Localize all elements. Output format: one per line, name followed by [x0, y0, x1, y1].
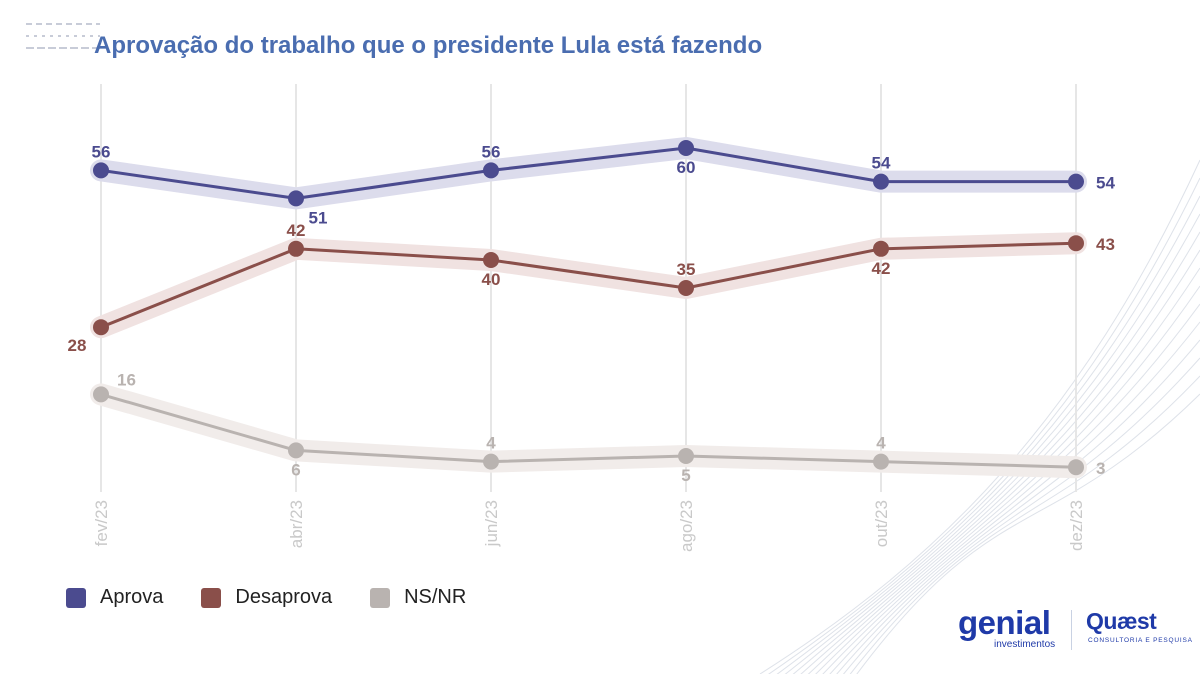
- quaest-logo-sub: CONSULTORIA E PESQUISA: [1088, 637, 1193, 644]
- legend-label-aprova: Aprova: [100, 586, 164, 608]
- x-tick-label-1: abr/23: [287, 500, 306, 548]
- x-tick-label-2: jun/23: [482, 500, 501, 547]
- point-nsnr-2: [483, 453, 499, 470]
- point-desaprova-2: [483, 252, 499, 268]
- point-nsnr-1: [288, 442, 304, 459]
- data-label-desaprova-3: 35: [677, 260, 696, 279]
- legend-label-desaprova: Desaprova: [235, 586, 333, 608]
- point-aprova-3: [678, 140, 694, 156]
- point-nsnr-5: [1068, 459, 1084, 476]
- genial-logo-name: genial: [958, 604, 1051, 641]
- legend-label-nsnr: NS/NR: [404, 586, 467, 608]
- title-decoration: [26, 23, 100, 49]
- data-label-aprova-0: 56: [92, 142, 111, 161]
- point-nsnr-3: [678, 448, 694, 464]
- data-label-nsnr-2: 4: [486, 434, 496, 453]
- data-label-aprova-4: 54: [872, 154, 891, 173]
- legend-swatch-nsnr: [370, 587, 391, 608]
- logo-divider: [1071, 610, 1072, 650]
- data-label-nsnr-3: 5: [681, 466, 690, 485]
- data-label-desaprova-4: 42: [872, 259, 891, 278]
- data-label-aprova-3: 60: [677, 158, 696, 177]
- data-label-desaprova-1: 42: [287, 221, 306, 240]
- point-desaprova-1: [288, 240, 304, 257]
- legend-swatch-desaprova: [201, 587, 222, 608]
- legend-swatch-aprova: [66, 587, 86, 608]
- data-label-desaprova-0: 28: [68, 336, 87, 355]
- data-label-nsnr-4: 4: [876, 434, 886, 453]
- data-label-desaprova-2: 40: [482, 270, 501, 289]
- series-line-nsnr: [100, 392, 1077, 469]
- data-label-aprova-2: 56: [482, 142, 501, 161]
- point-aprova-0: [93, 162, 109, 179]
- genial-logo: genial investimentos: [958, 604, 1063, 656]
- point-aprova-5: [1068, 173, 1084, 190]
- chart-title: Aprovação do trabalho que o presidente L…: [94, 32, 763, 59]
- series-band-desaprova: [90, 232, 1087, 339]
- data-label-nsnr-0: 16: [117, 370, 136, 389]
- x-tick-label-0: fev/23: [92, 500, 111, 546]
- legend: Aprova Desaprova NS/NR: [66, 586, 504, 609]
- series-line-desaprova: [100, 241, 1077, 329]
- data-label-nsnr-5: 3: [1096, 459, 1105, 478]
- quaest-logo: Quæst CONSULTORIA E PESQUISA: [1082, 604, 1192, 656]
- legend-item-desaprova: Desaprova: [201, 586, 332, 609]
- data-label-aprova-5: 54: [1096, 174, 1115, 193]
- point-desaprova-5: [1068, 235, 1084, 252]
- point-aprova-1: [288, 190, 304, 207]
- x-tick-label-4: out/23: [872, 500, 891, 547]
- series-band-nsnr: [90, 383, 1087, 479]
- point-nsnr-0: [93, 386, 109, 403]
- series-line-aprova: [100, 146, 1076, 200]
- data-label-desaprova-5: 43: [1096, 235, 1115, 254]
- data-label-aprova-1: 51: [309, 208, 328, 227]
- point-aprova-4: [873, 173, 889, 190]
- x-tick-label-3: ago/23: [677, 500, 696, 552]
- genial-logo-sub: investimentos: [994, 639, 1056, 650]
- point-desaprova-4: [873, 240, 889, 257]
- legend-item-nsnr: NS/NR: [370, 586, 466, 609]
- point-desaprova-3: [678, 280, 694, 296]
- point-aprova-2: [483, 162, 499, 179]
- legend-item-aprova: Aprova: [66, 586, 163, 609]
- point-desaprova-0: [93, 319, 109, 336]
- data-label-nsnr-1: 6: [291, 460, 300, 479]
- point-nsnr-4: [873, 453, 889, 470]
- x-tick-label-5: dez/23: [1067, 500, 1086, 551]
- sponsor-logos: genial investimentos Quæst CONSULTORIA E…: [958, 604, 1192, 656]
- quaest-logo-name: Quæst: [1086, 608, 1157, 634]
